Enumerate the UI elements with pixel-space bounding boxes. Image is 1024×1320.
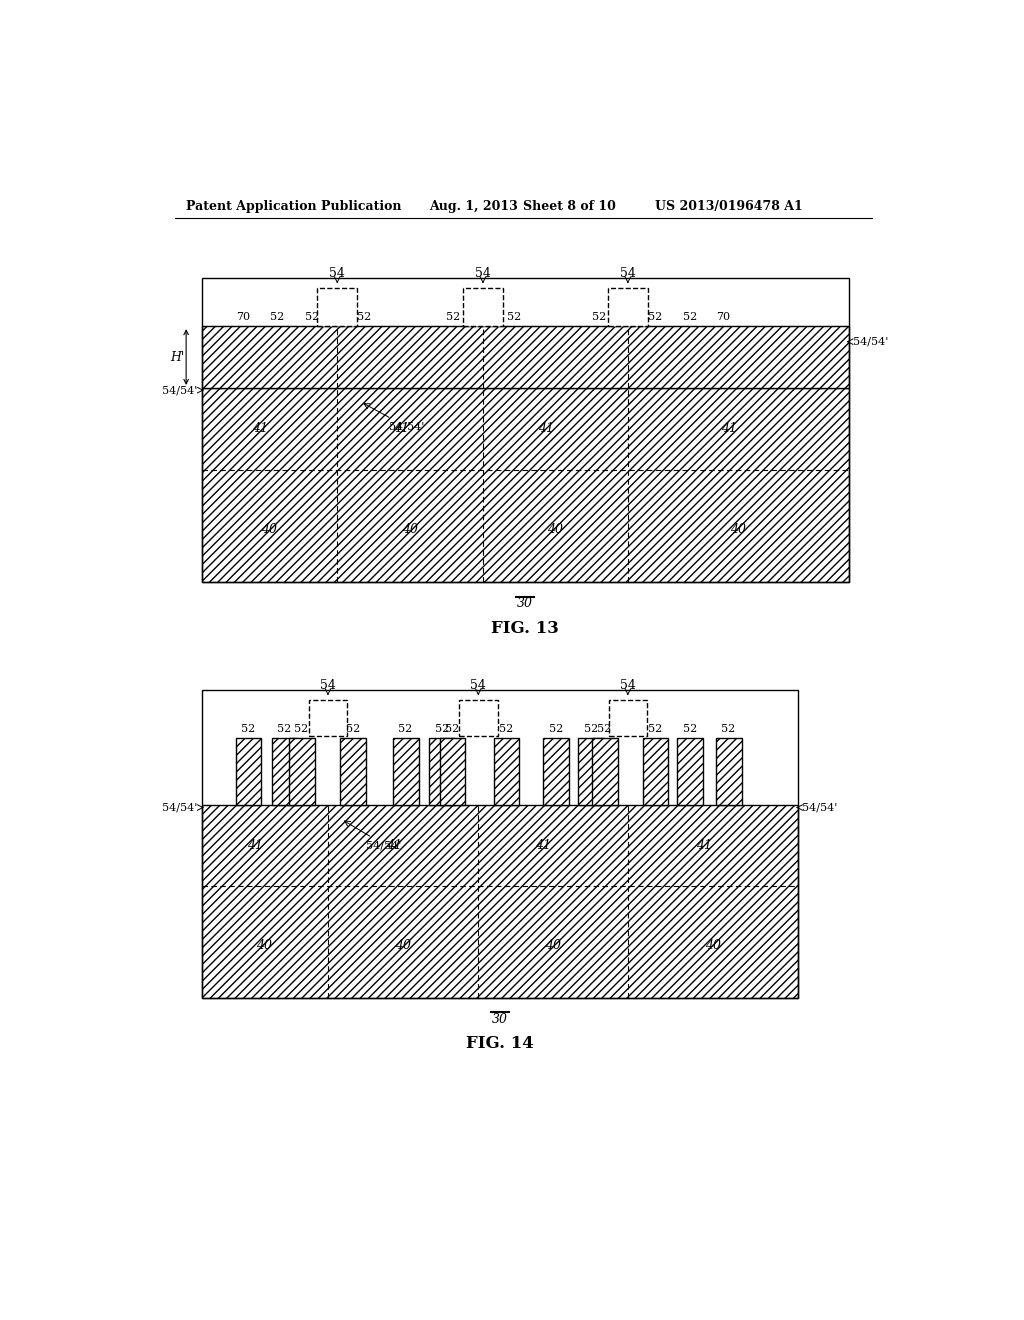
Text: 54: 54 xyxy=(470,680,486,693)
Text: 52: 52 xyxy=(435,723,449,734)
Bar xyxy=(494,738,519,805)
Text: 40: 40 xyxy=(730,523,745,536)
Text: 40: 40 xyxy=(402,523,418,536)
Text: 52: 52 xyxy=(346,723,359,734)
Text: 52: 52 xyxy=(446,312,461,322)
Text: FIG. 14: FIG. 14 xyxy=(466,1035,534,1052)
Text: 54: 54 xyxy=(620,680,636,693)
Text: 52: 52 xyxy=(683,312,697,322)
Bar xyxy=(678,738,703,805)
Text: 52: 52 xyxy=(278,723,292,734)
Text: 52: 52 xyxy=(444,723,459,734)
Text: 54/54': 54/54' xyxy=(163,803,198,813)
Text: 41: 41 xyxy=(386,838,401,851)
Text: 30: 30 xyxy=(517,597,532,610)
Bar xyxy=(340,738,366,805)
Text: 52: 52 xyxy=(597,723,611,734)
Bar xyxy=(463,288,503,326)
Text: 70: 70 xyxy=(716,312,730,322)
Text: FIG. 13: FIG. 13 xyxy=(490,619,559,636)
Text: 52: 52 xyxy=(499,723,513,734)
Bar xyxy=(544,738,569,805)
Text: 52: 52 xyxy=(648,312,663,322)
Bar xyxy=(608,700,647,737)
Text: 52: 52 xyxy=(241,723,255,734)
Text: 54: 54 xyxy=(475,268,490,280)
Text: 54/54': 54/54' xyxy=(366,841,401,850)
Text: Aug. 1, 2013: Aug. 1, 2013 xyxy=(429,199,517,213)
Text: H': H' xyxy=(170,351,184,363)
Bar xyxy=(202,326,849,388)
Text: 40: 40 xyxy=(547,523,563,536)
Bar xyxy=(579,738,604,805)
Text: 54/54': 54/54' xyxy=(802,803,838,813)
Bar xyxy=(308,700,347,737)
Text: 41: 41 xyxy=(696,838,712,851)
Text: 52: 52 xyxy=(549,723,563,734)
Text: 52: 52 xyxy=(507,312,521,322)
Bar xyxy=(272,738,298,805)
Bar xyxy=(393,738,419,805)
Text: 54: 54 xyxy=(330,268,345,280)
Bar xyxy=(439,738,465,805)
Text: 52: 52 xyxy=(592,312,606,322)
Text: 52: 52 xyxy=(270,312,285,322)
Text: US 2013/0196478 A1: US 2013/0196478 A1 xyxy=(655,199,803,213)
Bar xyxy=(289,738,314,805)
Text: 54: 54 xyxy=(321,680,336,693)
Text: 41: 41 xyxy=(538,422,554,436)
Bar xyxy=(607,288,648,326)
Text: 54/54': 54/54' xyxy=(163,385,198,395)
Text: 52: 52 xyxy=(357,312,372,322)
Text: Patent Application Publication: Patent Application Publication xyxy=(186,199,401,213)
Text: 40: 40 xyxy=(706,939,721,952)
Text: 41: 41 xyxy=(536,838,551,851)
Text: 41: 41 xyxy=(721,422,736,436)
Text: 52: 52 xyxy=(398,723,413,734)
Bar xyxy=(459,700,498,737)
Text: Sheet 8 of 10: Sheet 8 of 10 xyxy=(523,199,616,213)
Text: 40: 40 xyxy=(261,523,278,536)
Text: 40: 40 xyxy=(545,939,561,952)
Bar xyxy=(317,288,357,326)
Text: 52: 52 xyxy=(648,723,663,734)
Text: 30: 30 xyxy=(492,1012,508,1026)
Text: 40: 40 xyxy=(395,939,411,952)
Bar xyxy=(643,738,669,805)
Text: 41: 41 xyxy=(247,838,263,851)
Bar xyxy=(202,805,799,998)
Text: 54/54': 54/54' xyxy=(853,337,888,347)
Text: 54: 54 xyxy=(620,268,636,280)
Bar xyxy=(202,689,799,998)
Text: 40: 40 xyxy=(256,939,272,952)
Text: 70: 70 xyxy=(236,312,250,322)
Text: 52: 52 xyxy=(584,723,598,734)
Bar xyxy=(592,738,617,805)
Text: 52: 52 xyxy=(304,312,318,322)
Bar xyxy=(716,738,741,805)
Bar xyxy=(429,738,455,805)
Bar xyxy=(202,277,849,582)
Text: 54/54': 54/54' xyxy=(389,421,425,432)
Text: 52: 52 xyxy=(295,723,308,734)
Text: 41: 41 xyxy=(252,422,267,436)
Text: 52: 52 xyxy=(722,723,736,734)
Text: 52: 52 xyxy=(683,723,697,734)
Text: 41: 41 xyxy=(393,422,409,436)
Bar xyxy=(236,738,261,805)
Bar xyxy=(202,388,849,582)
